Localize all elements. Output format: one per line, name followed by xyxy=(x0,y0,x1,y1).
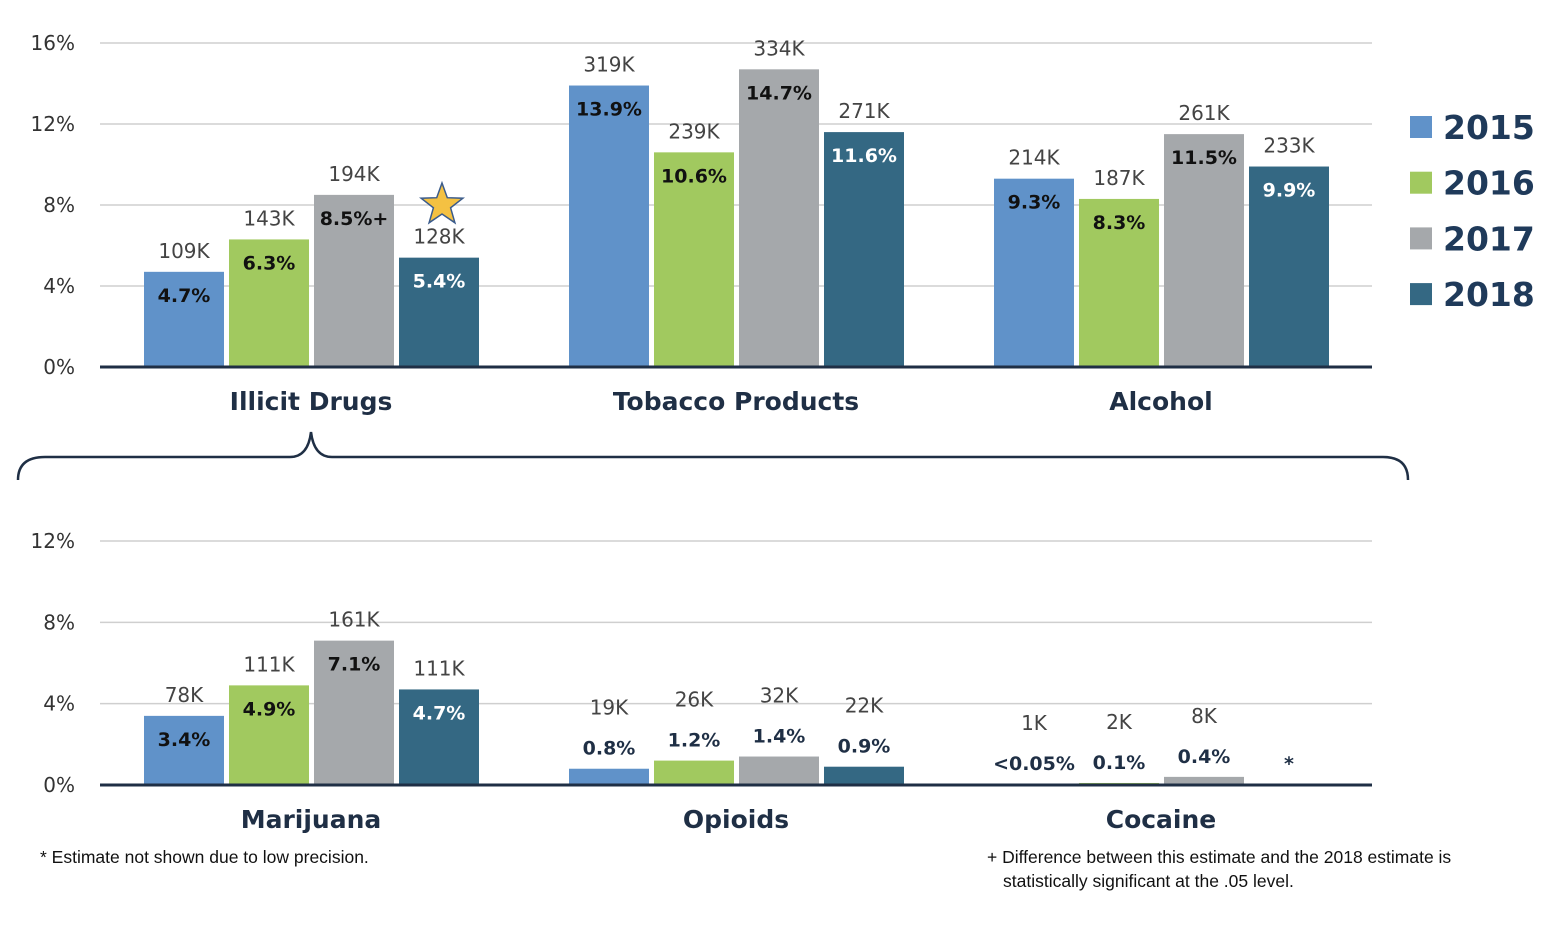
bar-2015 xyxy=(569,768,649,785)
percent-label: 10.6% xyxy=(661,165,727,187)
bar-2017 xyxy=(739,69,819,367)
bar-2015 xyxy=(569,85,649,368)
bar-2018 xyxy=(399,257,479,367)
bar-2018 xyxy=(399,689,479,785)
percent-label: 0.9% xyxy=(838,736,891,758)
percent-label: 1.4% xyxy=(753,726,806,748)
y-tick-label: 12% xyxy=(31,529,75,553)
y-tick-label: 0% xyxy=(43,355,75,379)
count-label: 109K xyxy=(158,239,210,263)
count-label: 271K xyxy=(838,99,890,123)
count-label: 111K xyxy=(243,652,295,676)
category-label: Opioids xyxy=(683,805,789,834)
y-tick-label: 12% xyxy=(31,112,75,136)
bar-2018 xyxy=(1249,166,1329,367)
percent-label: 4.9% xyxy=(243,698,296,720)
footnote-significance-2: statistically significant at the .05 lev… xyxy=(1003,871,1294,891)
y-tick-label: 16% xyxy=(31,31,75,55)
y-tick-label: 4% xyxy=(43,692,75,716)
bar-2015 xyxy=(144,715,224,785)
y-tick-label: 0% xyxy=(43,773,75,797)
count-label: 319K xyxy=(583,53,635,77)
bar-2018 xyxy=(824,132,904,367)
percent-label: 13.9% xyxy=(576,99,642,121)
legend-swatch-2016 xyxy=(1410,171,1432,194)
legend-swatch-2017 xyxy=(1410,227,1432,250)
bar-2015 xyxy=(144,271,224,367)
category-label: Cocaine xyxy=(1106,805,1217,834)
count-label: 143K xyxy=(243,206,295,230)
legend-label-2017: 2017 xyxy=(1443,219,1535,258)
percent-label: 4.7% xyxy=(413,702,466,724)
y-tick-label: 8% xyxy=(43,193,75,217)
count-label: 1K xyxy=(1021,711,1048,735)
y-tick-label: 8% xyxy=(43,610,75,634)
percent-label: 3.4% xyxy=(158,729,211,751)
bar-2016 xyxy=(1079,198,1159,367)
percent-label: 4.7% xyxy=(158,285,211,307)
percent-label: 0.1% xyxy=(1093,752,1146,774)
bar-2016 xyxy=(654,760,734,785)
percent-label: 9.9% xyxy=(1263,180,1316,202)
bar-2018 xyxy=(824,766,904,785)
percent-label: 0.8% xyxy=(583,738,636,760)
percent-label: 1.2% xyxy=(668,730,721,752)
bar-2016 xyxy=(654,152,734,367)
bar-2017 xyxy=(314,640,394,785)
bar-2017 xyxy=(1164,134,1244,367)
count-label: 128K xyxy=(413,225,465,249)
count-label: 334K xyxy=(753,36,805,60)
percent-label: 9.3% xyxy=(1008,192,1061,214)
bar-2017 xyxy=(739,756,819,785)
count-label: 111K xyxy=(413,656,465,680)
count-label: 32K xyxy=(760,684,799,708)
category-label: Illicit Drugs xyxy=(230,387,393,416)
count-label: 22K xyxy=(845,694,884,718)
percent-label: 11.5% xyxy=(1171,147,1237,169)
y-tick-label: 4% xyxy=(43,274,75,298)
count-label: 233K xyxy=(1263,134,1315,158)
legend-label-2018: 2018 xyxy=(1443,275,1535,314)
category-label: Marijuana xyxy=(241,805,382,834)
bar-2016 xyxy=(229,239,309,367)
bracket xyxy=(16,431,1410,481)
footnote-significance-1: + Difference between this estimate and t… xyxy=(987,847,1452,867)
bar-2015 xyxy=(994,178,1074,367)
bar-2017 xyxy=(1164,776,1244,785)
count-label: 214K xyxy=(1008,146,1060,170)
count-label: 78K xyxy=(165,683,204,707)
footnote-low-precision: * Estimate not shown due to low precisio… xyxy=(40,847,369,867)
percent-label: 11.6% xyxy=(831,145,897,167)
percent-label: 8.5%+ xyxy=(320,208,389,230)
percent-label: <0.05% xyxy=(993,753,1075,775)
count-label: 194K xyxy=(328,162,380,186)
legend-swatch-2015 xyxy=(1410,116,1432,138)
bar-2017 xyxy=(314,194,394,367)
legend-label-2016: 2016 xyxy=(1443,164,1535,203)
category-label: Tobacco Products xyxy=(613,387,859,416)
percent-label: 14.7% xyxy=(746,82,812,104)
category-label: Alcohol xyxy=(1109,387,1212,416)
percent-label: 8.3% xyxy=(1093,212,1146,234)
percent-label: * xyxy=(1284,753,1294,775)
count-label: 161K xyxy=(328,608,380,632)
count-label: 239K xyxy=(668,119,720,143)
percent-label: 6.3% xyxy=(243,252,296,274)
count-label: 261K xyxy=(1178,101,1230,125)
count-label: 26K xyxy=(675,688,714,712)
percent-label: 7.1% xyxy=(328,654,381,676)
percent-label: 5.4% xyxy=(413,271,466,293)
star-icon xyxy=(419,180,465,225)
count-label: 187K xyxy=(1093,166,1145,190)
percent-label: 0.4% xyxy=(1178,746,1231,768)
count-label: 19K xyxy=(590,696,629,720)
legend-label-2015: 2015 xyxy=(1443,108,1535,147)
count-label: 2K xyxy=(1106,710,1133,734)
count-label: 8K xyxy=(1191,704,1218,728)
legend-swatch-2018 xyxy=(1410,283,1432,306)
bar-2016 xyxy=(229,685,309,785)
